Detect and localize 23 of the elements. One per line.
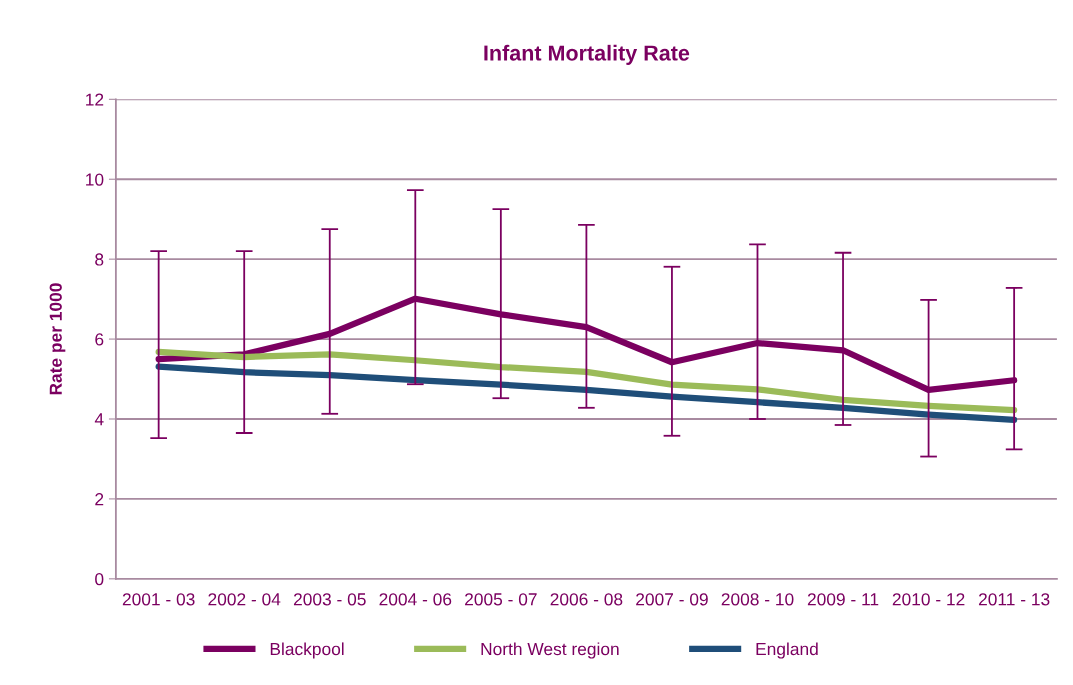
y-tick-label: 4 bbox=[94, 413, 104, 426]
x-tick-label: 2011 - 13 bbox=[978, 593, 1050, 606]
legend-label: England bbox=[756, 642, 818, 659]
x-tick-label: 2008 - 10 bbox=[721, 593, 794, 606]
x-tick-label: 2005 - 07 bbox=[465, 593, 537, 606]
x-tick-label: 2002 - 04 bbox=[208, 593, 281, 606]
legend-label: North West region bbox=[481, 642, 619, 659]
y-axis-title: Rate per 1000 bbox=[49, 283, 66, 395]
y-tick-label: 8 bbox=[95, 253, 104, 266]
x-tick-label: 2001 - 03 bbox=[122, 593, 195, 606]
y-tick-label: 6 bbox=[95, 333, 104, 346]
x-tick-label: 2007 - 09 bbox=[636, 593, 708, 606]
x-tick-label: 2006 - 08 bbox=[550, 593, 623, 606]
y-tick-label: 2 bbox=[95, 493, 104, 506]
y-tick-label: 0 bbox=[95, 572, 104, 586]
y-tick-label: 12 bbox=[86, 93, 104, 106]
x-tick-label: 2004 - 06 bbox=[379, 593, 452, 606]
x-tick-label: 2003 - 05 bbox=[293, 593, 366, 606]
x-tick-label: 2009 - 11 bbox=[807, 593, 879, 606]
chart-title: Infant Mortality Rate bbox=[484, 44, 690, 65]
x-tick-label: 2010 - 12 bbox=[892, 593, 965, 606]
legend-label: Blackpool bbox=[270, 642, 344, 659]
y-tick-label: 10 bbox=[86, 173, 104, 186]
